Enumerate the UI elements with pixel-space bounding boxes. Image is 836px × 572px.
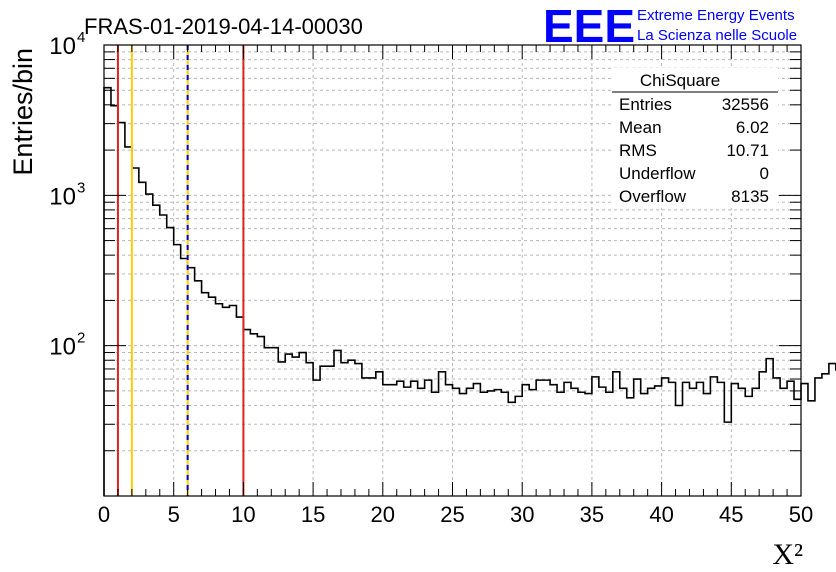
y-axis-label: Entries/bin (8, 48, 38, 176)
stats-label: Mean (619, 118, 662, 137)
x-tick-label: 10 (231, 502, 255, 527)
axis-ticks (103, 44, 802, 497)
stats-label: Entries (619, 95, 672, 114)
y-tick-label-exponent: 2 (77, 330, 85, 347)
stats-label: Underflow (619, 164, 696, 183)
y-tick-label: 10 2 (49, 330, 85, 361)
stats-value: 6.02 (736, 118, 769, 137)
x-tick-label: 25 (440, 502, 464, 527)
histogram-outline (103, 86, 836, 496)
eee-logo-line2: La Scienza nelle Scuole (637, 27, 797, 44)
y-tick-label-base: 10 (49, 183, 76, 210)
grid (104, 45, 801, 496)
y-tick-label: 10 3 (49, 179, 85, 210)
stats-value: 32556 (722, 95, 769, 114)
x-tick-label: 35 (580, 502, 604, 527)
x-tick-labels: 0 5 10 15 20 25 30 35 40 45 50 (98, 502, 813, 527)
stats-box-background (612, 68, 778, 208)
stats-rows: Entries 32556 Mean 6.02 RMS 10.71 Underflow 0 Ov… (619, 95, 769, 206)
y-tick-label: 10 4 (49, 29, 85, 60)
x-tick-label: 0 (98, 502, 110, 527)
y-tick-label-exponent: 3 (77, 179, 85, 196)
chart-title: FRAS-01-2019-04-14-00030 (84, 14, 363, 39)
stats-label: RMS (619, 141, 657, 160)
x-tick-label: 15 (301, 502, 325, 527)
stats-value: 10.71 (726, 141, 769, 160)
x-tick-label: 40 (649, 502, 673, 527)
stats-box-title: ChiSquare (640, 71, 720, 90)
eee-logo: EEE Extreme Energy Events La Scienza nel… (543, 0, 797, 52)
x-axis-label: X² (772, 538, 803, 571)
x-tick-label: 50 (789, 502, 813, 527)
threshold-lines (116, 45, 245, 496)
y-tick-label-base: 10 (49, 33, 76, 60)
x-tick-label: 45 (719, 502, 743, 527)
stats-box: ChiSquare Entries 32556 Mean 6.02 RMS 10.71 Un… (612, 68, 778, 208)
x-tick-label: 20 (371, 502, 395, 527)
eee-logo-line1: Extreme Energy Events (637, 7, 795, 24)
stats-label: Overflow (619, 187, 687, 206)
eee-logo-text: EEE (543, 0, 635, 52)
histogram-bars (103, 86, 836, 496)
y-tick-label-exponent: 4 (77, 29, 85, 46)
y-tick-label-base: 10 (49, 334, 76, 361)
stats-value: 8135 (731, 187, 769, 206)
x-tick-label: 30 (510, 502, 534, 527)
x-tick-label: 5 (168, 502, 180, 527)
stats-value: 0 (760, 164, 769, 183)
